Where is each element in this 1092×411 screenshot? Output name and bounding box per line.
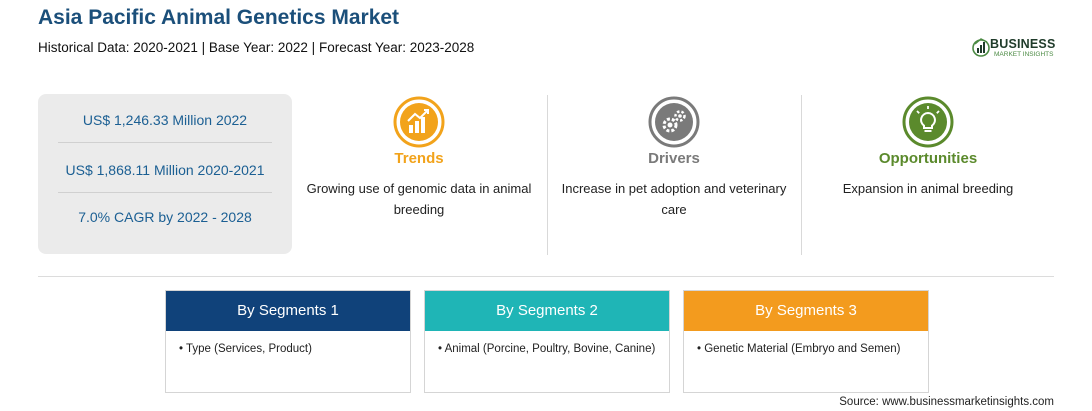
feature-description-trends: Growing use of genomic data in animal br… <box>306 181 532 217</box>
feature-title-trends: Trends <box>394 150 444 167</box>
feature-description-opportunities: Expansion in animal breeding <box>842 181 1014 196</box>
segment-card-3: By Segments 3 • Genetic Material (Embryo… <box>683 290 929 393</box>
segment-header-1: By Segments 1 <box>166 291 410 331</box>
column-divider <box>547 95 548 255</box>
segment-header-3: By Segments 3 <box>684 291 928 331</box>
market-stats-panel: US$ 1,246.33 Million 2022 US$ 1,868.11 M… <box>38 94 292 254</box>
feature-title-opportunities: Opportunities <box>878 150 978 167</box>
page-title: Asia Pacific Animal Genetics Market <box>38 6 400 29</box>
stat-cagr: 7.0% CAGR by 2022 - 2028 <box>78 209 252 225</box>
chart-growth-icon <box>393 96 445 148</box>
column-divider <box>801 95 802 255</box>
segment-item-genetic-material: • Genetic Material (Embryo and Semen) <box>697 343 901 355</box>
feature-title-drivers: Drivers <box>648 150 700 167</box>
page-subtitle: Historical Data: 2020-2021 | Base Year: … <box>38 40 475 55</box>
section-divider <box>38 276 1054 277</box>
feature-description-drivers: Increase in pet adoption and veterinary … <box>561 181 787 217</box>
stat-market-size-2022: US$ 1,246.33 Million 2022 <box>82 112 248 128</box>
segment-card-1: By Segments 1 • Type (Services, Product) <box>165 290 411 393</box>
segment-item-type: • Type (Services, Product) <box>179 343 312 355</box>
source-note: Source: www.businessmarketinsights.com <box>839 396 1054 408</box>
logo-text: BUSINESS <box>990 37 1056 51</box>
stat-divider <box>58 192 272 193</box>
logo-subtext: MARKET INSIGHTS <box>994 51 1054 58</box>
segment-header-2: By Segments 2 <box>425 291 669 331</box>
lightbulb-icon <box>902 96 954 148</box>
segment-item-animal: • Animal (Porcine, Poultry, Bovine, Cani… <box>438 343 656 355</box>
gears-icon <box>648 96 700 148</box>
logo-mark-icon <box>972 38 990 57</box>
stat-market-size-historical: US$ 1,868.11 Million 2020-2021 <box>65 162 265 178</box>
stat-divider <box>58 142 272 143</box>
segment-card-2: By Segments 2 • Animal (Porcine, Poultry… <box>424 290 670 393</box>
business-market-insights-logo: BUSINESS MARKET INSIGHTS <box>972 36 1062 60</box>
